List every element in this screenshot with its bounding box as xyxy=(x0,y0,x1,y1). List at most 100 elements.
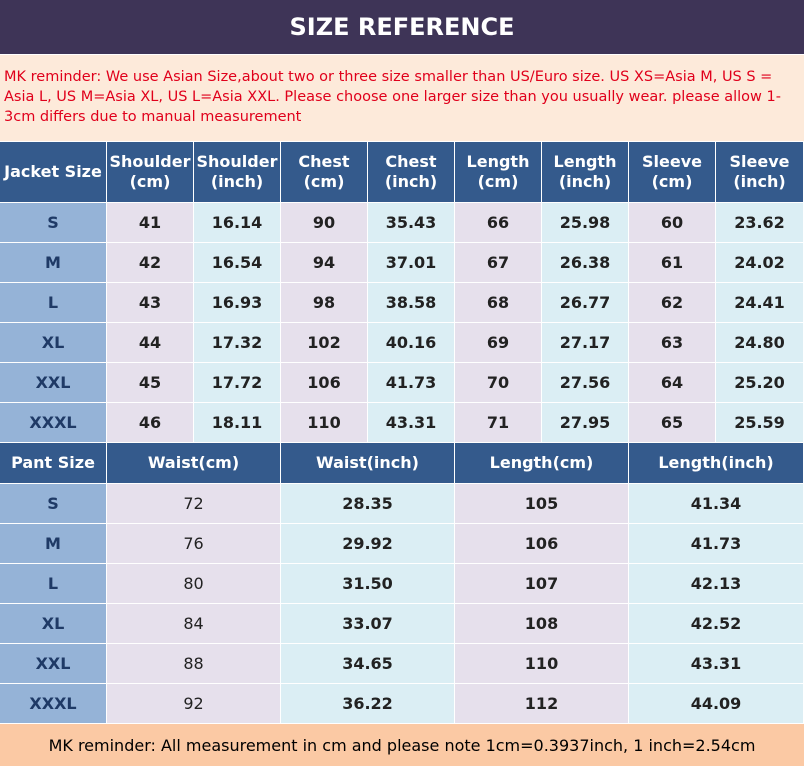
size-cell: L xyxy=(0,564,107,604)
size-cell: XXL xyxy=(0,644,107,684)
value-cell: 29.92 xyxy=(281,524,455,564)
column-header: Length(cm) xyxy=(455,443,629,484)
value-cell: 105 xyxy=(455,484,629,524)
column-header: Shoulder (cm) xyxy=(107,142,194,203)
value-cell: 44.09 xyxy=(629,684,804,724)
value-cell: 16.93 xyxy=(194,283,281,323)
value-cell: 33.07 xyxy=(281,604,455,644)
value-cell: 28.35 xyxy=(281,484,455,524)
value-cell: 64 xyxy=(629,363,716,403)
footer: MK reminder: All measurement in cm and p… xyxy=(0,724,804,766)
value-cell: 27.17 xyxy=(542,323,629,363)
value-cell: 42.13 xyxy=(629,564,804,604)
column-header: Chest (inch) xyxy=(368,142,455,203)
value-cell: 72 xyxy=(107,484,281,524)
column-header: Shoulder (inch) xyxy=(194,142,281,203)
reminder: MK reminder: We use Asian Size,about two… xyxy=(0,55,804,141)
value-cell: 65 xyxy=(629,403,716,443)
value-cell: 46 xyxy=(107,403,194,443)
value-cell: 110 xyxy=(281,403,368,443)
value-cell: 90 xyxy=(281,203,368,243)
value-cell: 88 xyxy=(107,644,281,684)
value-cell: 66 xyxy=(455,203,542,243)
value-cell: 35.43 xyxy=(368,203,455,243)
column-header: Length (cm) xyxy=(455,142,542,203)
value-cell: 25.98 xyxy=(542,203,629,243)
value-cell: 43 xyxy=(107,283,194,323)
size-cell: XL xyxy=(0,323,107,363)
value-cell: 98 xyxy=(281,283,368,323)
value-cell: 36.22 xyxy=(281,684,455,724)
size-cell: XXL xyxy=(0,363,107,403)
value-cell: 62 xyxy=(629,283,716,323)
size-cell: XL xyxy=(0,604,107,644)
value-cell: 24.41 xyxy=(716,283,804,323)
value-cell: 26.38 xyxy=(542,243,629,283)
column-header: Sleeve (cm) xyxy=(629,142,716,203)
value-cell: 70 xyxy=(455,363,542,403)
value-cell: 110 xyxy=(455,644,629,684)
size-cell: XXXL xyxy=(0,684,107,724)
value-cell: 107 xyxy=(455,564,629,604)
title: SIZE REFERENCE xyxy=(0,0,804,54)
size-cell: S xyxy=(0,484,107,524)
column-header: Pant Size xyxy=(0,443,107,484)
value-cell: 34.65 xyxy=(281,644,455,684)
value-cell: 67 xyxy=(455,243,542,283)
value-cell: 38.58 xyxy=(368,283,455,323)
value-cell: 41.73 xyxy=(629,524,804,564)
column-header: Sleeve (inch) xyxy=(716,142,804,203)
size-cell: M xyxy=(0,243,107,283)
value-cell: 23.62 xyxy=(716,203,804,243)
value-cell: 41.73 xyxy=(368,363,455,403)
value-cell: 61 xyxy=(629,243,716,283)
value-cell: 41.34 xyxy=(629,484,804,524)
value-cell: 25.59 xyxy=(716,403,804,443)
column-header: Length (inch) xyxy=(542,142,629,203)
value-cell: 43.31 xyxy=(368,403,455,443)
column-header: Jacket Size xyxy=(0,142,107,203)
size-cell: L xyxy=(0,283,107,323)
value-cell: 60 xyxy=(629,203,716,243)
column-header: Waist(inch) xyxy=(281,443,455,484)
size-cell: XXXL xyxy=(0,403,107,443)
value-cell: 27.56 xyxy=(542,363,629,403)
value-cell: 106 xyxy=(281,363,368,403)
column-header: Chest (cm) xyxy=(281,142,368,203)
column-header: Length(inch) xyxy=(629,443,804,484)
value-cell: 17.72 xyxy=(194,363,281,403)
value-cell: 92 xyxy=(107,684,281,724)
value-cell: 80 xyxy=(107,564,281,604)
value-cell: 42.52 xyxy=(629,604,804,644)
value-cell: 24.80 xyxy=(716,323,804,363)
value-cell: 71 xyxy=(455,403,542,443)
value-cell: 94 xyxy=(281,243,368,283)
value-cell: 44 xyxy=(107,323,194,363)
value-cell: 69 xyxy=(455,323,542,363)
value-cell: 37.01 xyxy=(368,243,455,283)
value-cell: 18.11 xyxy=(194,403,281,443)
size-cell: M xyxy=(0,524,107,564)
value-cell: 68 xyxy=(455,283,542,323)
value-cell: 108 xyxy=(455,604,629,644)
value-cell: 43.31 xyxy=(629,644,804,684)
value-cell: 25.20 xyxy=(716,363,804,403)
value-cell: 16.14 xyxy=(194,203,281,243)
value-cell: 102 xyxy=(281,323,368,363)
value-cell: 106 xyxy=(455,524,629,564)
value-cell: 84 xyxy=(107,604,281,644)
value-cell: 42 xyxy=(107,243,194,283)
value-cell: 16.54 xyxy=(194,243,281,283)
value-cell: 24.02 xyxy=(716,243,804,283)
column-header: Waist(cm) xyxy=(107,443,281,484)
value-cell: 76 xyxy=(107,524,281,564)
value-cell: 26.77 xyxy=(542,283,629,323)
value-cell: 45 xyxy=(107,363,194,403)
value-cell: 27.95 xyxy=(542,403,629,443)
value-cell: 41 xyxy=(107,203,194,243)
value-cell: 17.32 xyxy=(194,323,281,363)
value-cell: 31.50 xyxy=(281,564,455,604)
value-cell: 112 xyxy=(455,684,629,724)
size-cell: S xyxy=(0,203,107,243)
